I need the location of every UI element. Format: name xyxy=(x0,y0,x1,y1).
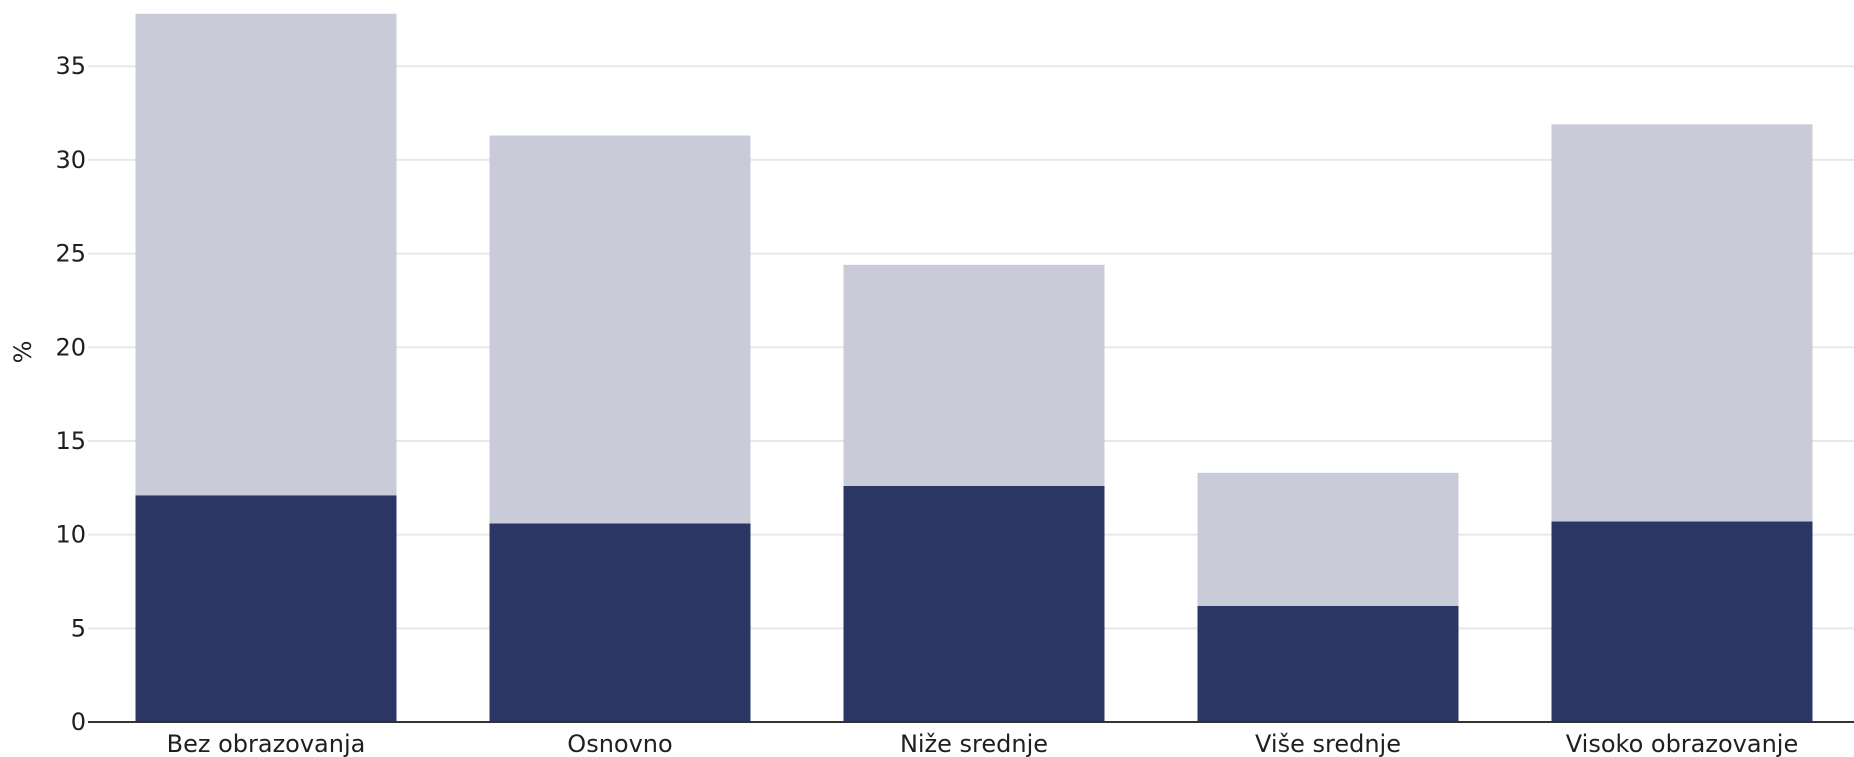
bar-segment xyxy=(489,135,751,524)
bars xyxy=(135,13,1813,722)
bar-segment xyxy=(1197,472,1459,606)
y-tick-label: 20 xyxy=(55,333,86,361)
y-tick-label: 10 xyxy=(55,521,86,549)
y-axis-title: % xyxy=(9,341,37,364)
x-tick-label: Osnovno xyxy=(567,730,672,757)
y-tick-label: 0 xyxy=(71,708,86,736)
bar-segment xyxy=(135,13,397,496)
y-tick-label: 25 xyxy=(55,240,86,268)
x-tick-label: Niže srednje xyxy=(900,730,1048,757)
bar-segment xyxy=(1197,605,1459,722)
x-tick-label: Visoko obrazovanje xyxy=(1566,730,1798,757)
y-tick-label: 5 xyxy=(71,614,86,642)
y-axis-ticks: 0 5 10 15 20 25 30 35 xyxy=(55,52,86,736)
bar-segment xyxy=(843,485,1105,722)
y-tick-label: 15 xyxy=(55,427,86,455)
x-tick-label: Bez obrazovanja xyxy=(167,730,366,757)
bar-segment xyxy=(1551,124,1813,522)
bar-segment xyxy=(489,523,751,722)
x-tick-label: Više srednje xyxy=(1255,730,1401,757)
x-axis-ticks: Bez obrazovanja Osnovno Niže srednje Više s… xyxy=(167,730,1799,757)
bar-segment xyxy=(843,264,1105,486)
bar-segment xyxy=(135,495,397,722)
y-tick-label: 30 xyxy=(55,146,86,174)
bar-segment xyxy=(1551,521,1813,722)
y-tick-label: 35 xyxy=(55,52,86,80)
